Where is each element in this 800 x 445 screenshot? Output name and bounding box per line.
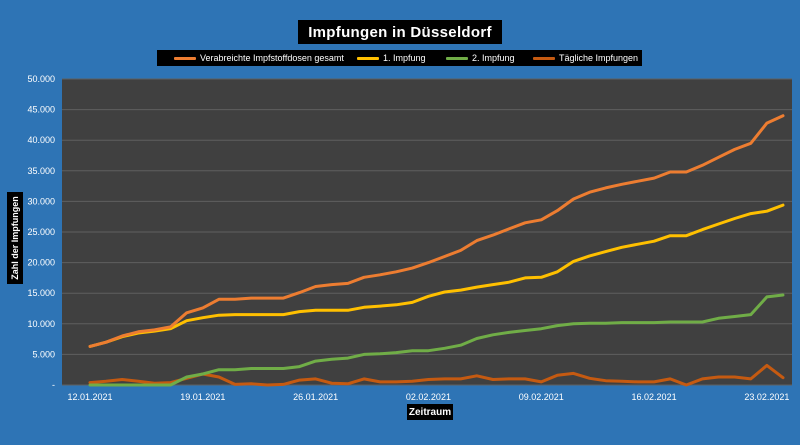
- series-line-2: [88, 293, 785, 387]
- chart-title: Impfungen in Düsseldorf: [298, 20, 502, 44]
- x-tick-label: 26.01.2021: [293, 392, 338, 402]
- y-tick-label: 45.000: [27, 105, 55, 115]
- y-axis-label-text: Zahl der Impfungen: [10, 196, 21, 280]
- legend-item-total: Verabreichte Impfstoffdosen gesamt: [174, 50, 344, 66]
- y-tick-label: 30.000: [27, 196, 55, 206]
- y-tick-label: 20.000: [27, 258, 55, 268]
- series-line-0: [88, 114, 785, 348]
- legend-label-daily: Tägliche Impfungen: [559, 53, 639, 63]
- y-tick-label: 35.000: [27, 166, 55, 176]
- legend-swatch-second-dose: [446, 56, 468, 60]
- series-line-1: [88, 203, 785, 348]
- legend: Verabreichte Impfstoffdosen gesamt 1. Im…: [157, 50, 642, 66]
- x-tick-labels: 12.01.2021 19.01.2021 26.01.2021 02.02.2021…: [67, 392, 789, 402]
- y-tick-label: 50.000: [27, 74, 55, 84]
- y-tick-label: 10.000: [27, 319, 55, 329]
- x-tick-label: 19.01.2021: [180, 392, 225, 402]
- x-tick-label: 09.02.2021: [519, 392, 564, 402]
- legend-swatch-first-dose: [357, 56, 379, 60]
- legend-label-first-dose: 1. Impfung: [383, 53, 426, 63]
- x-tick-label: 16.02.2021: [632, 392, 677, 402]
- legend-label-second-dose: 2. Impfung: [472, 53, 515, 63]
- x-tick-label: 23.02.2021: [744, 392, 789, 402]
- y-tick-label: 40.000: [27, 135, 55, 145]
- legend-item-daily: Tägliche Impfungen: [533, 50, 638, 66]
- legend-item-first-dose: 1. Impfung: [357, 50, 426, 66]
- y-tick-labels: - 5.000 10.000 15.000 20.000 25.000 30.000 35.0…: [27, 74, 55, 390]
- legend-swatch-daily: [533, 56, 555, 60]
- legend-label-total: Verabreichte Impfstoffdosen gesamt: [200, 53, 344, 63]
- x-axis-label: Zeitraum: [407, 404, 453, 420]
- y-tick-label: -: [52, 380, 55, 390]
- x-tick-label: 12.01.2021: [67, 392, 112, 402]
- y-tick-label: 25.000: [27, 227, 55, 237]
- series-lines: [88, 114, 785, 387]
- y-tick-label: 5.000: [32, 349, 55, 359]
- y-axis-label: Zahl der Impfungen: [7, 192, 23, 284]
- legend-swatch-total: [174, 56, 196, 60]
- legend-item-second-dose: 2. Impfung: [446, 50, 515, 66]
- x-tick-label: 02.02.2021: [406, 392, 451, 402]
- y-tick-label: 15.000: [27, 288, 55, 298]
